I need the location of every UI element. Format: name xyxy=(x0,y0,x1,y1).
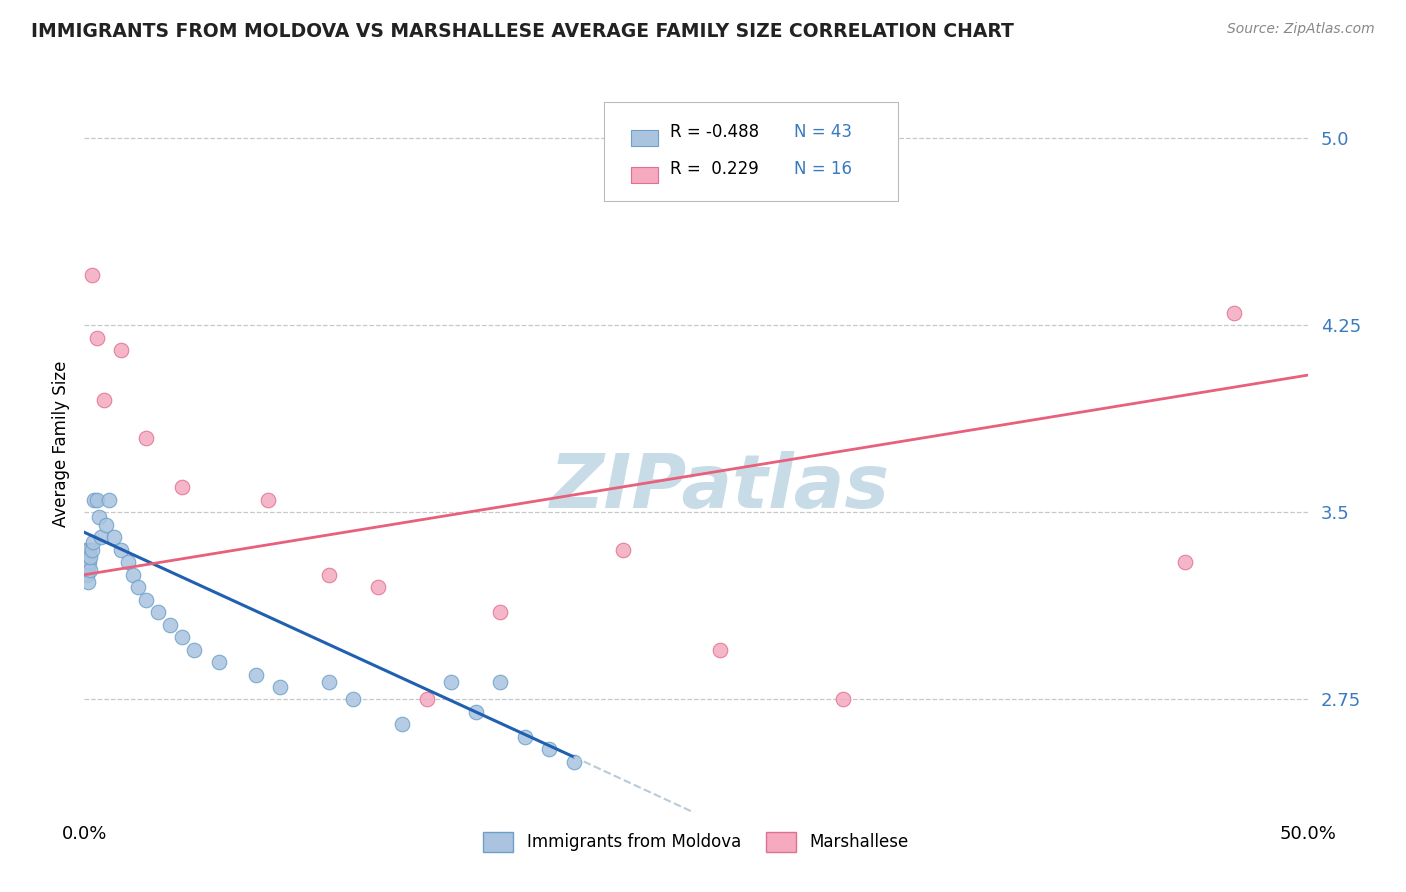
Point xyxy=(97,492,120,507)
Point xyxy=(489,605,512,619)
Point xyxy=(135,592,157,607)
Point xyxy=(367,580,389,594)
Point xyxy=(117,555,139,569)
Point xyxy=(562,755,585,769)
Point xyxy=(257,492,280,507)
Point xyxy=(75,550,97,565)
Point xyxy=(416,692,439,706)
Point xyxy=(159,617,181,632)
Point xyxy=(135,431,157,445)
Point xyxy=(245,667,267,681)
FancyBboxPatch shape xyxy=(605,102,898,201)
Point xyxy=(342,692,364,706)
Point xyxy=(464,705,486,719)
Point xyxy=(183,642,205,657)
Point xyxy=(127,580,149,594)
Text: R =  0.229: R = 0.229 xyxy=(671,161,759,178)
FancyBboxPatch shape xyxy=(631,130,658,146)
Point xyxy=(76,575,98,590)
Point xyxy=(122,567,145,582)
Point xyxy=(440,675,463,690)
Point xyxy=(612,542,634,557)
Point xyxy=(83,492,105,507)
Point xyxy=(269,680,291,694)
Legend: Immigrants from Moldova, Marshallese: Immigrants from Moldova, Marshallese xyxy=(477,825,915,859)
Point xyxy=(831,692,853,706)
Point xyxy=(77,542,100,557)
Point xyxy=(77,550,100,565)
Point xyxy=(93,393,115,408)
Point xyxy=(172,630,194,644)
FancyBboxPatch shape xyxy=(631,167,658,183)
Text: Source: ZipAtlas.com: Source: ZipAtlas.com xyxy=(1227,22,1375,37)
Point xyxy=(82,535,104,549)
Point xyxy=(103,530,125,544)
Point xyxy=(77,560,100,574)
Text: IMMIGRANTS FROM MOLDOVA VS MARSHALLESE AVERAGE FAMILY SIZE CORRELATION CHART: IMMIGRANTS FROM MOLDOVA VS MARSHALLESE A… xyxy=(31,22,1014,41)
Point xyxy=(77,555,100,569)
Point xyxy=(75,542,97,557)
Point xyxy=(110,343,132,358)
Point xyxy=(318,675,340,690)
Y-axis label: Average Family Size: Average Family Size xyxy=(52,360,70,527)
Text: N = 43: N = 43 xyxy=(794,123,852,142)
Point xyxy=(489,675,512,690)
Point xyxy=(96,517,118,532)
Point xyxy=(1174,555,1197,569)
Point xyxy=(513,730,536,744)
Text: ZIPatlas: ZIPatlas xyxy=(550,451,890,524)
Point xyxy=(391,717,413,731)
Point xyxy=(87,510,110,524)
Point xyxy=(75,560,97,574)
Point xyxy=(79,550,101,565)
Point xyxy=(86,492,108,507)
Point xyxy=(79,563,101,577)
Point xyxy=(538,742,561,756)
Point xyxy=(76,555,98,569)
Point xyxy=(208,655,231,669)
Point xyxy=(172,480,194,494)
Point xyxy=(76,567,98,582)
Point xyxy=(90,530,112,544)
Point xyxy=(80,542,103,557)
Point xyxy=(86,331,108,345)
Point xyxy=(1223,306,1246,320)
Point xyxy=(709,642,731,657)
Point xyxy=(146,605,169,619)
Point xyxy=(76,563,98,577)
Text: R = -0.488: R = -0.488 xyxy=(671,123,759,142)
Point xyxy=(80,268,103,283)
Text: N = 16: N = 16 xyxy=(794,161,852,178)
Point xyxy=(318,567,340,582)
Point xyxy=(110,542,132,557)
